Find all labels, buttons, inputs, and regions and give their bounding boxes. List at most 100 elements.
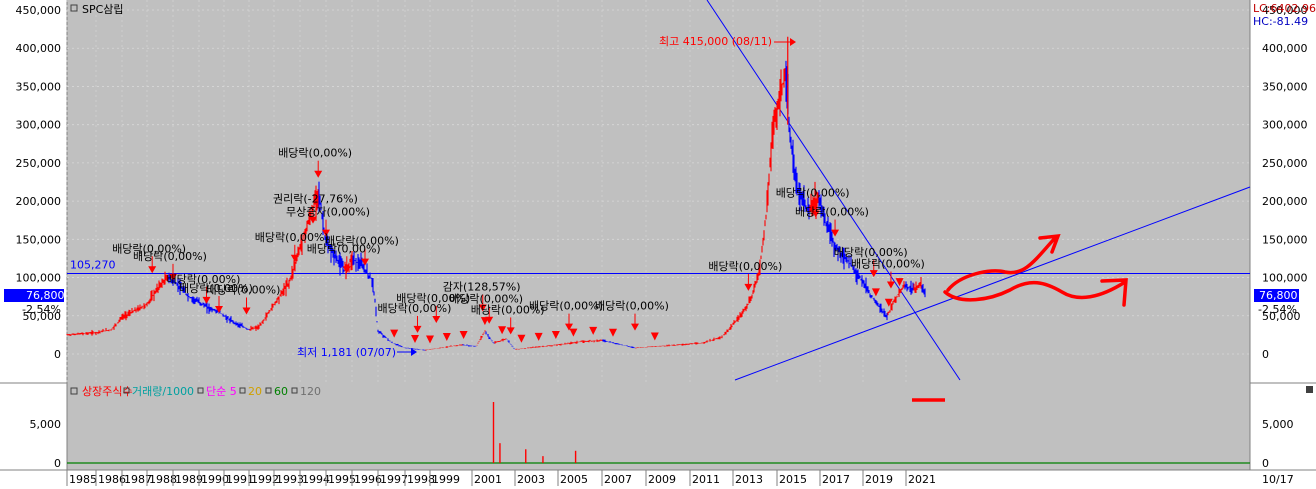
annotation-label: 배당락(0,00%) <box>851 258 925 271</box>
annotation-label: 감자(128,57%) <box>443 280 521 293</box>
annotation-label: 배당락(0,00%) <box>179 282 253 295</box>
volume-legend-item: 120 <box>300 385 321 398</box>
annotation-arrow-head <box>309 216 317 224</box>
x-tick-label: 1995 <box>328 473 356 486</box>
dividend-marker <box>390 329 399 338</box>
x-tick-label: 1997 <box>380 473 408 486</box>
annotation-arrow-head <box>744 283 753 291</box>
annotation-arrow-head <box>215 306 223 314</box>
dividend-marker <box>517 334 526 343</box>
x-tick-label: 2003 <box>517 473 545 486</box>
annotation-arrow-head <box>169 273 177 281</box>
volume-tick-label: 0 <box>1262 457 1269 470</box>
y-axis-right: 450,000 400,000 350,000 300,000 250,000 200,0… <box>1262 4 1308 361</box>
y-tick-label: 300,000 <box>1262 119 1308 132</box>
dividend-annotations: 배당락(0,00%) 권리락(-27,76%)무상증자(0,00%) 배당락(0,0… <box>112 147 925 344</box>
x-tick-label: 1988 <box>149 473 177 486</box>
panel-close-icon[interactable] <box>1306 386 1313 393</box>
trend-line-up <box>734 186 1251 381</box>
annotation-label: 배당락(0,00%) <box>133 250 207 263</box>
volume-legend-item: 20 <box>248 385 262 398</box>
x-tick-label: 1990 <box>201 473 229 486</box>
volume-legend-item: 상장주식수 <box>82 385 133 398</box>
annotation-arrow-head <box>565 323 573 331</box>
x-tick-label: 1991 <box>226 473 254 486</box>
y-tick-label: 250,000 <box>16 157 62 170</box>
annotation-label: 배당락(0,00%) <box>449 293 523 306</box>
y-tick-label: 450,000 <box>16 4 62 17</box>
x-tick-label: 2001 <box>474 473 502 486</box>
current-price-box-right <box>1254 289 1299 302</box>
dividend-marker <box>498 326 507 335</box>
dividend-marker <box>442 332 451 341</box>
y-tick-label: 150,000 <box>1262 233 1308 246</box>
volume-tick-label: 5,000 <box>1262 418 1294 431</box>
x-tick-label: 1986 <box>98 473 126 486</box>
annotation-arrow-head <box>242 307 251 315</box>
y-tick-label: 450,000 <box>1262 4 1308 17</box>
title-checkbox-icon[interactable] <box>70 4 78 12</box>
dividend-marker <box>426 335 434 344</box>
annotation-label: 배당락(0,00%) <box>834 246 908 259</box>
annotation-arrow-head <box>322 229 330 237</box>
y-tick-label: 400,000 <box>16 42 62 55</box>
x-tick-label: 2015 <box>779 473 807 486</box>
x-tick-label: 2009 <box>648 473 676 486</box>
annotation-arrow-head <box>831 229 840 237</box>
trend-line-down <box>706 0 961 381</box>
hand-drawn-arrow-1 <box>946 233 1061 292</box>
x-tick-label: 1985 <box>69 473 97 486</box>
annotation-label: 무상증자(0,00%) <box>286 206 370 219</box>
x-tick-label: 2007 <box>604 473 632 486</box>
dividend-marker <box>609 328 617 337</box>
annotation-arrow-head <box>290 254 299 262</box>
annotation-label: 배당락(0,00%) <box>378 302 452 315</box>
annotation-arrow-head <box>886 281 895 289</box>
low-arrow-head <box>411 348 417 356</box>
high-label: 최고 415,000 (08/11) <box>659 35 772 48</box>
volume-legend-item: 거래량/1000 <box>132 385 194 398</box>
volume-legend: 상장주식수 거래량/1000 단순 5 20 60 120 <box>82 385 321 398</box>
volume-legend-checkbox <box>123 387 130 394</box>
current-price-right: 76,800 <box>1259 289 1298 302</box>
hc-indicator: HC:-81.49 <box>1253 15 1308 28</box>
x-tick-label: 1987 <box>124 473 152 486</box>
annotation-arrow-head <box>432 315 441 323</box>
current-price-left: 76,800 <box>26 289 65 302</box>
annotation-label: 배당락(0,00%) <box>325 235 399 248</box>
y-tick-label: 200,000 <box>1262 195 1308 208</box>
annotation-arrow-head <box>314 170 323 178</box>
volume-checkbox-icon[interactable] <box>70 387 78 395</box>
y-tick-label: 200,000 <box>16 195 62 208</box>
reference-line-label: 105,270 <box>70 259 116 272</box>
annotation-arrow-head <box>148 266 157 274</box>
y-tick-label: 100,000 <box>1262 272 1308 285</box>
volume-tick-label: 0 <box>54 457 61 470</box>
volume-legend-checkbox <box>291 387 298 394</box>
annotation-arrow-head <box>869 270 878 278</box>
x-tick-label: 1998 <box>407 473 435 486</box>
date-end-label: 10/17 <box>1262 473 1294 486</box>
y-tick-label: 300,000 <box>16 119 62 132</box>
volume-axis: 5,000 5,000 0 0 <box>30 418 1294 470</box>
y-tick-label: 0 <box>1262 348 1269 361</box>
annotation-arrow-head <box>811 210 820 218</box>
annotation-label: 배당락(0,00%) <box>207 284 281 297</box>
dividend-marker <box>534 332 543 341</box>
volume-legend-item: 60 <box>274 385 288 398</box>
annotation-label: 권리락(-27,76%) <box>273 193 358 206</box>
y-tick-label: 350,000 <box>1262 80 1308 93</box>
annotation-label: 배당락(0,00%) <box>776 186 850 199</box>
dividend-marker <box>589 326 598 335</box>
price-panel <box>67 0 1250 382</box>
current-price-box-left <box>4 289 64 302</box>
annotation-label: 배당락(0,00%) <box>167 273 241 286</box>
annotation-arrow-head <box>631 323 639 331</box>
y-tick-label: 50,000 <box>1262 310 1301 323</box>
annotation-arrow-head <box>506 327 515 335</box>
y-tick-label: 400,000 <box>1262 42 1308 55</box>
y-tick-label: 0 <box>54 348 61 361</box>
annotation-label: 배당락(0,00%) <box>595 300 669 313</box>
x-tick-label: 1989 <box>175 473 203 486</box>
x-tick-label: 1992 <box>251 473 279 486</box>
